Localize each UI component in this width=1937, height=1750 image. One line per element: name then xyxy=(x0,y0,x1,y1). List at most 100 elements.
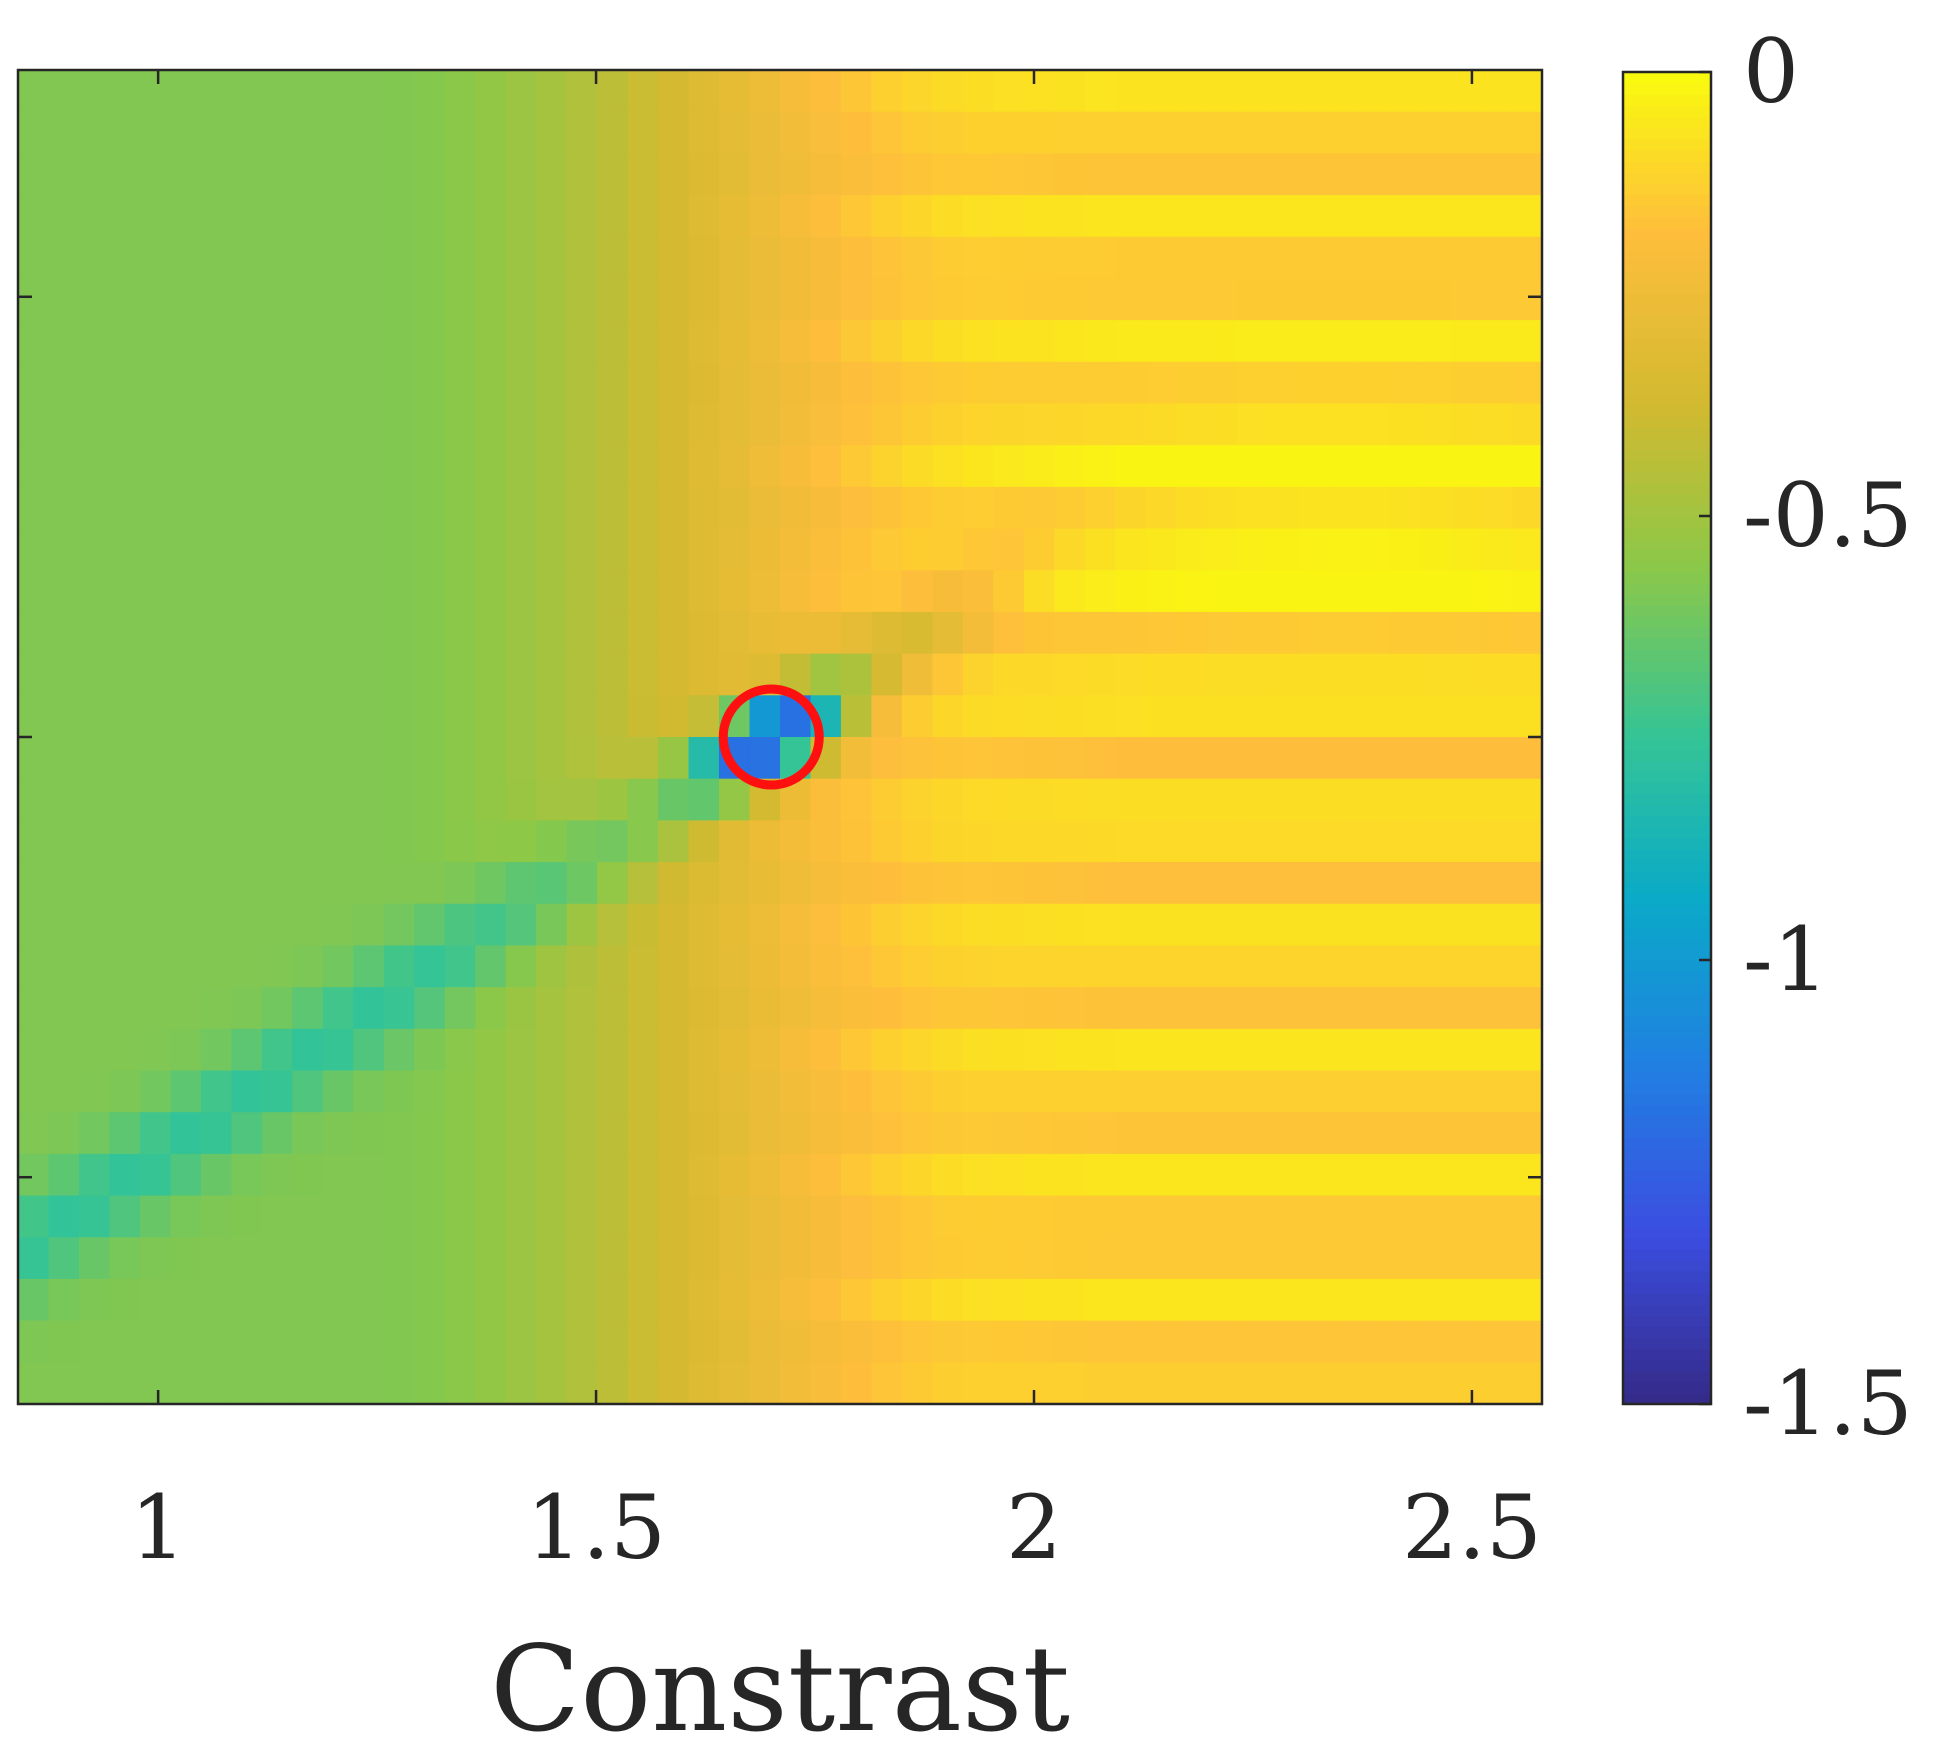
heatmap-cell xyxy=(353,111,385,154)
heatmap-cell xyxy=(292,987,324,1030)
heatmap-cell xyxy=(597,1320,629,1363)
heatmap-cell xyxy=(1511,361,1543,405)
heatmap-cell xyxy=(292,153,324,196)
heatmap-cell xyxy=(200,236,232,280)
heatmap-cell xyxy=(1176,903,1208,947)
heatmap-cell xyxy=(780,903,812,947)
heatmap-cell xyxy=(719,570,751,613)
heatmap-cell xyxy=(1511,70,1543,113)
heatmap-cell xyxy=(780,1028,812,1072)
heatmap-cell xyxy=(962,1237,994,1280)
heatmap-cell xyxy=(810,1278,842,1322)
heatmap-cell xyxy=(261,320,293,363)
heatmap-cell xyxy=(505,361,537,405)
heatmap-cell xyxy=(1450,862,1482,905)
heatmap-cell xyxy=(1420,1278,1452,1322)
heatmap-cell xyxy=(292,1195,324,1238)
heatmap-cell xyxy=(109,1195,141,1238)
heatmap-cell xyxy=(1206,695,1238,738)
heatmap-cell xyxy=(719,1112,751,1155)
heatmap-cell xyxy=(932,278,964,321)
heatmap-cell xyxy=(1023,1070,1055,1113)
heatmap-cell xyxy=(871,695,903,738)
heatmap-cell xyxy=(810,320,842,363)
colorbar-segment xyxy=(1623,1115,1711,1128)
heatmap-cell xyxy=(292,1070,324,1113)
heatmap-cell xyxy=(566,195,598,238)
heatmap-cell xyxy=(901,737,933,780)
heatmap-cell xyxy=(993,1070,1025,1113)
heatmap-cell xyxy=(292,1320,324,1363)
heatmap-cell xyxy=(261,403,293,446)
heatmap-cell xyxy=(932,1237,964,1280)
heatmap-cell xyxy=(48,820,80,863)
heatmap-cell xyxy=(627,820,659,863)
heatmap-cell xyxy=(1389,278,1421,321)
heatmap-cell xyxy=(200,611,232,655)
heatmap-cell xyxy=(1237,1153,1269,1197)
heatmap-cell xyxy=(780,486,812,530)
colorbar-segment xyxy=(1623,1026,1711,1039)
heatmap-cell xyxy=(901,1112,933,1155)
colorbar-segment xyxy=(1623,948,1711,961)
heatmap-cell xyxy=(1298,111,1330,154)
heatmap-cell xyxy=(840,70,873,113)
colorbar-segment xyxy=(1623,1392,1711,1405)
heatmap-cell xyxy=(1389,195,1421,238)
heatmap-cell xyxy=(1298,987,1330,1030)
colorbar-segment xyxy=(1623,1370,1711,1383)
heatmap-cell xyxy=(353,570,385,613)
heatmap-cell xyxy=(1206,70,1238,113)
heatmap-cell xyxy=(1389,862,1421,905)
heatmap-cell xyxy=(932,361,964,405)
heatmap-cell xyxy=(962,903,994,947)
heatmap-cell xyxy=(1450,278,1482,321)
heatmap-cell xyxy=(1420,737,1452,780)
heatmap-cell xyxy=(1267,111,1299,154)
heatmap-cell xyxy=(1023,361,1055,405)
heatmap-cell xyxy=(1115,987,1147,1030)
heatmap-cell xyxy=(1023,611,1055,655)
colorbar-segment xyxy=(1623,316,1711,329)
heatmap-cell xyxy=(383,195,415,238)
heatmap-cell xyxy=(1298,1112,1330,1155)
heatmap-cell xyxy=(871,1028,903,1072)
heatmap-cell xyxy=(322,737,354,780)
heatmap-cell xyxy=(810,1070,842,1113)
heatmap-cell xyxy=(505,445,537,488)
heatmap-cell xyxy=(322,570,354,613)
heatmap-cell xyxy=(932,445,964,488)
heatmap-cell xyxy=(444,70,476,113)
heatmap-cell xyxy=(1115,570,1147,613)
heatmap-cell xyxy=(1481,737,1513,780)
heatmap-cell xyxy=(1054,1362,1086,1405)
heatmap-cell xyxy=(414,1153,446,1197)
colorbar-segment xyxy=(1623,771,1711,784)
heatmap-cell xyxy=(353,486,385,530)
heatmap-cell xyxy=(780,611,812,655)
heatmap-cell xyxy=(1115,361,1147,405)
heatmap-cell xyxy=(780,403,812,446)
heatmap-cell xyxy=(1084,1153,1116,1197)
heatmap-cell xyxy=(901,528,933,571)
heatmap-cell xyxy=(962,862,994,905)
heatmap-cell xyxy=(901,1153,933,1197)
heatmap-cell xyxy=(292,528,324,571)
heatmap-cell xyxy=(1237,153,1269,196)
heatmap-cell xyxy=(1298,903,1330,947)
heatmap-cell xyxy=(780,1237,812,1280)
colorbar-frame xyxy=(1621,70,1713,1406)
heatmap-cell xyxy=(749,945,781,988)
heatmap-cell xyxy=(536,1112,568,1155)
heatmap-cell xyxy=(688,570,720,613)
heatmap-cell xyxy=(658,320,690,363)
heatmap-cell xyxy=(810,1320,842,1363)
x-tick-label: 2 xyxy=(1006,1476,1062,1579)
heatmap-cell xyxy=(1145,111,1177,154)
heatmap-cell xyxy=(688,653,720,696)
heatmap-cell xyxy=(810,361,842,405)
heatmap-cell xyxy=(475,153,507,196)
heatmap-cell xyxy=(1023,153,1055,196)
heatmap-cell xyxy=(200,820,232,863)
heatmap-cell xyxy=(292,236,324,280)
